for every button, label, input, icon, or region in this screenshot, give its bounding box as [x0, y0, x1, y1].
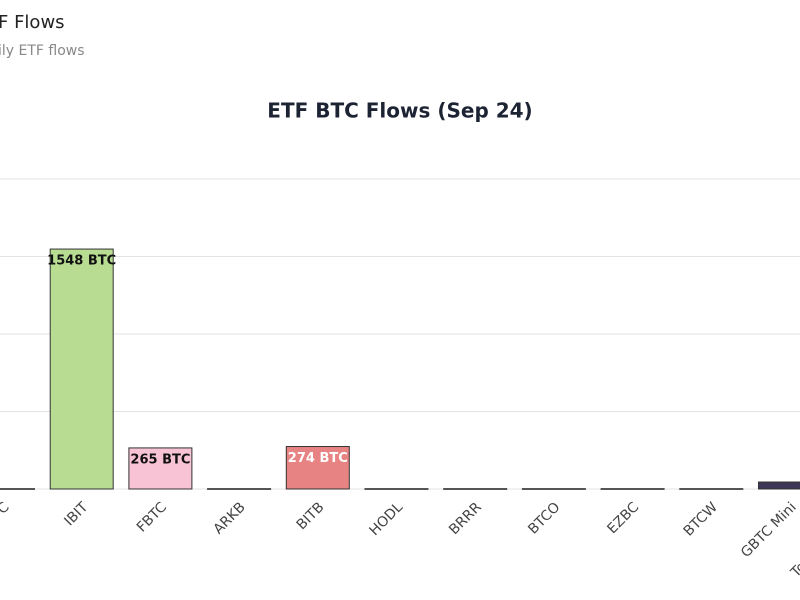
value-label: 265 BTC — [130, 452, 190, 467]
x-tick-label: BTCO — [525, 499, 563, 537]
x-tick-label: ARKB — [211, 499, 249, 537]
x-tick-label: BRRR — [446, 499, 485, 538]
chart-title: ETF BTC Flows (Sep 24) — [267, 99, 532, 123]
value-label: 274 BTC — [288, 451, 348, 466]
bar — [285, 446, 350, 490]
bar — [679, 488, 744, 490]
bar — [600, 488, 665, 490]
x-tick-label: HODL — [366, 499, 406, 539]
bar — [364, 488, 429, 490]
bar — [207, 488, 272, 490]
bar — [128, 447, 193, 490]
bar — [49, 248, 114, 490]
bar — [758, 481, 800, 490]
x-tick-label: EZBC — [604, 499, 642, 537]
value-label: 1548 BTC — [47, 254, 116, 269]
x-tick-label: FBTC — [134, 499, 170, 535]
x-tick-label: To — [787, 559, 800, 581]
x-tick-label: GBTC Mini — [738, 499, 800, 561]
x-tick-label: BTCW — [681, 499, 721, 539]
page-subtitle: ily ETF flows — [0, 43, 85, 59]
page-title: F Flows — [0, 12, 65, 33]
bar — [443, 488, 508, 490]
bar — [0, 488, 35, 490]
x-tick-label: C — [0, 499, 13, 517]
bar — [521, 488, 586, 490]
x-tick-label: IBIT — [61, 499, 91, 529]
x-tick-label: BITB — [294, 499, 328, 533]
